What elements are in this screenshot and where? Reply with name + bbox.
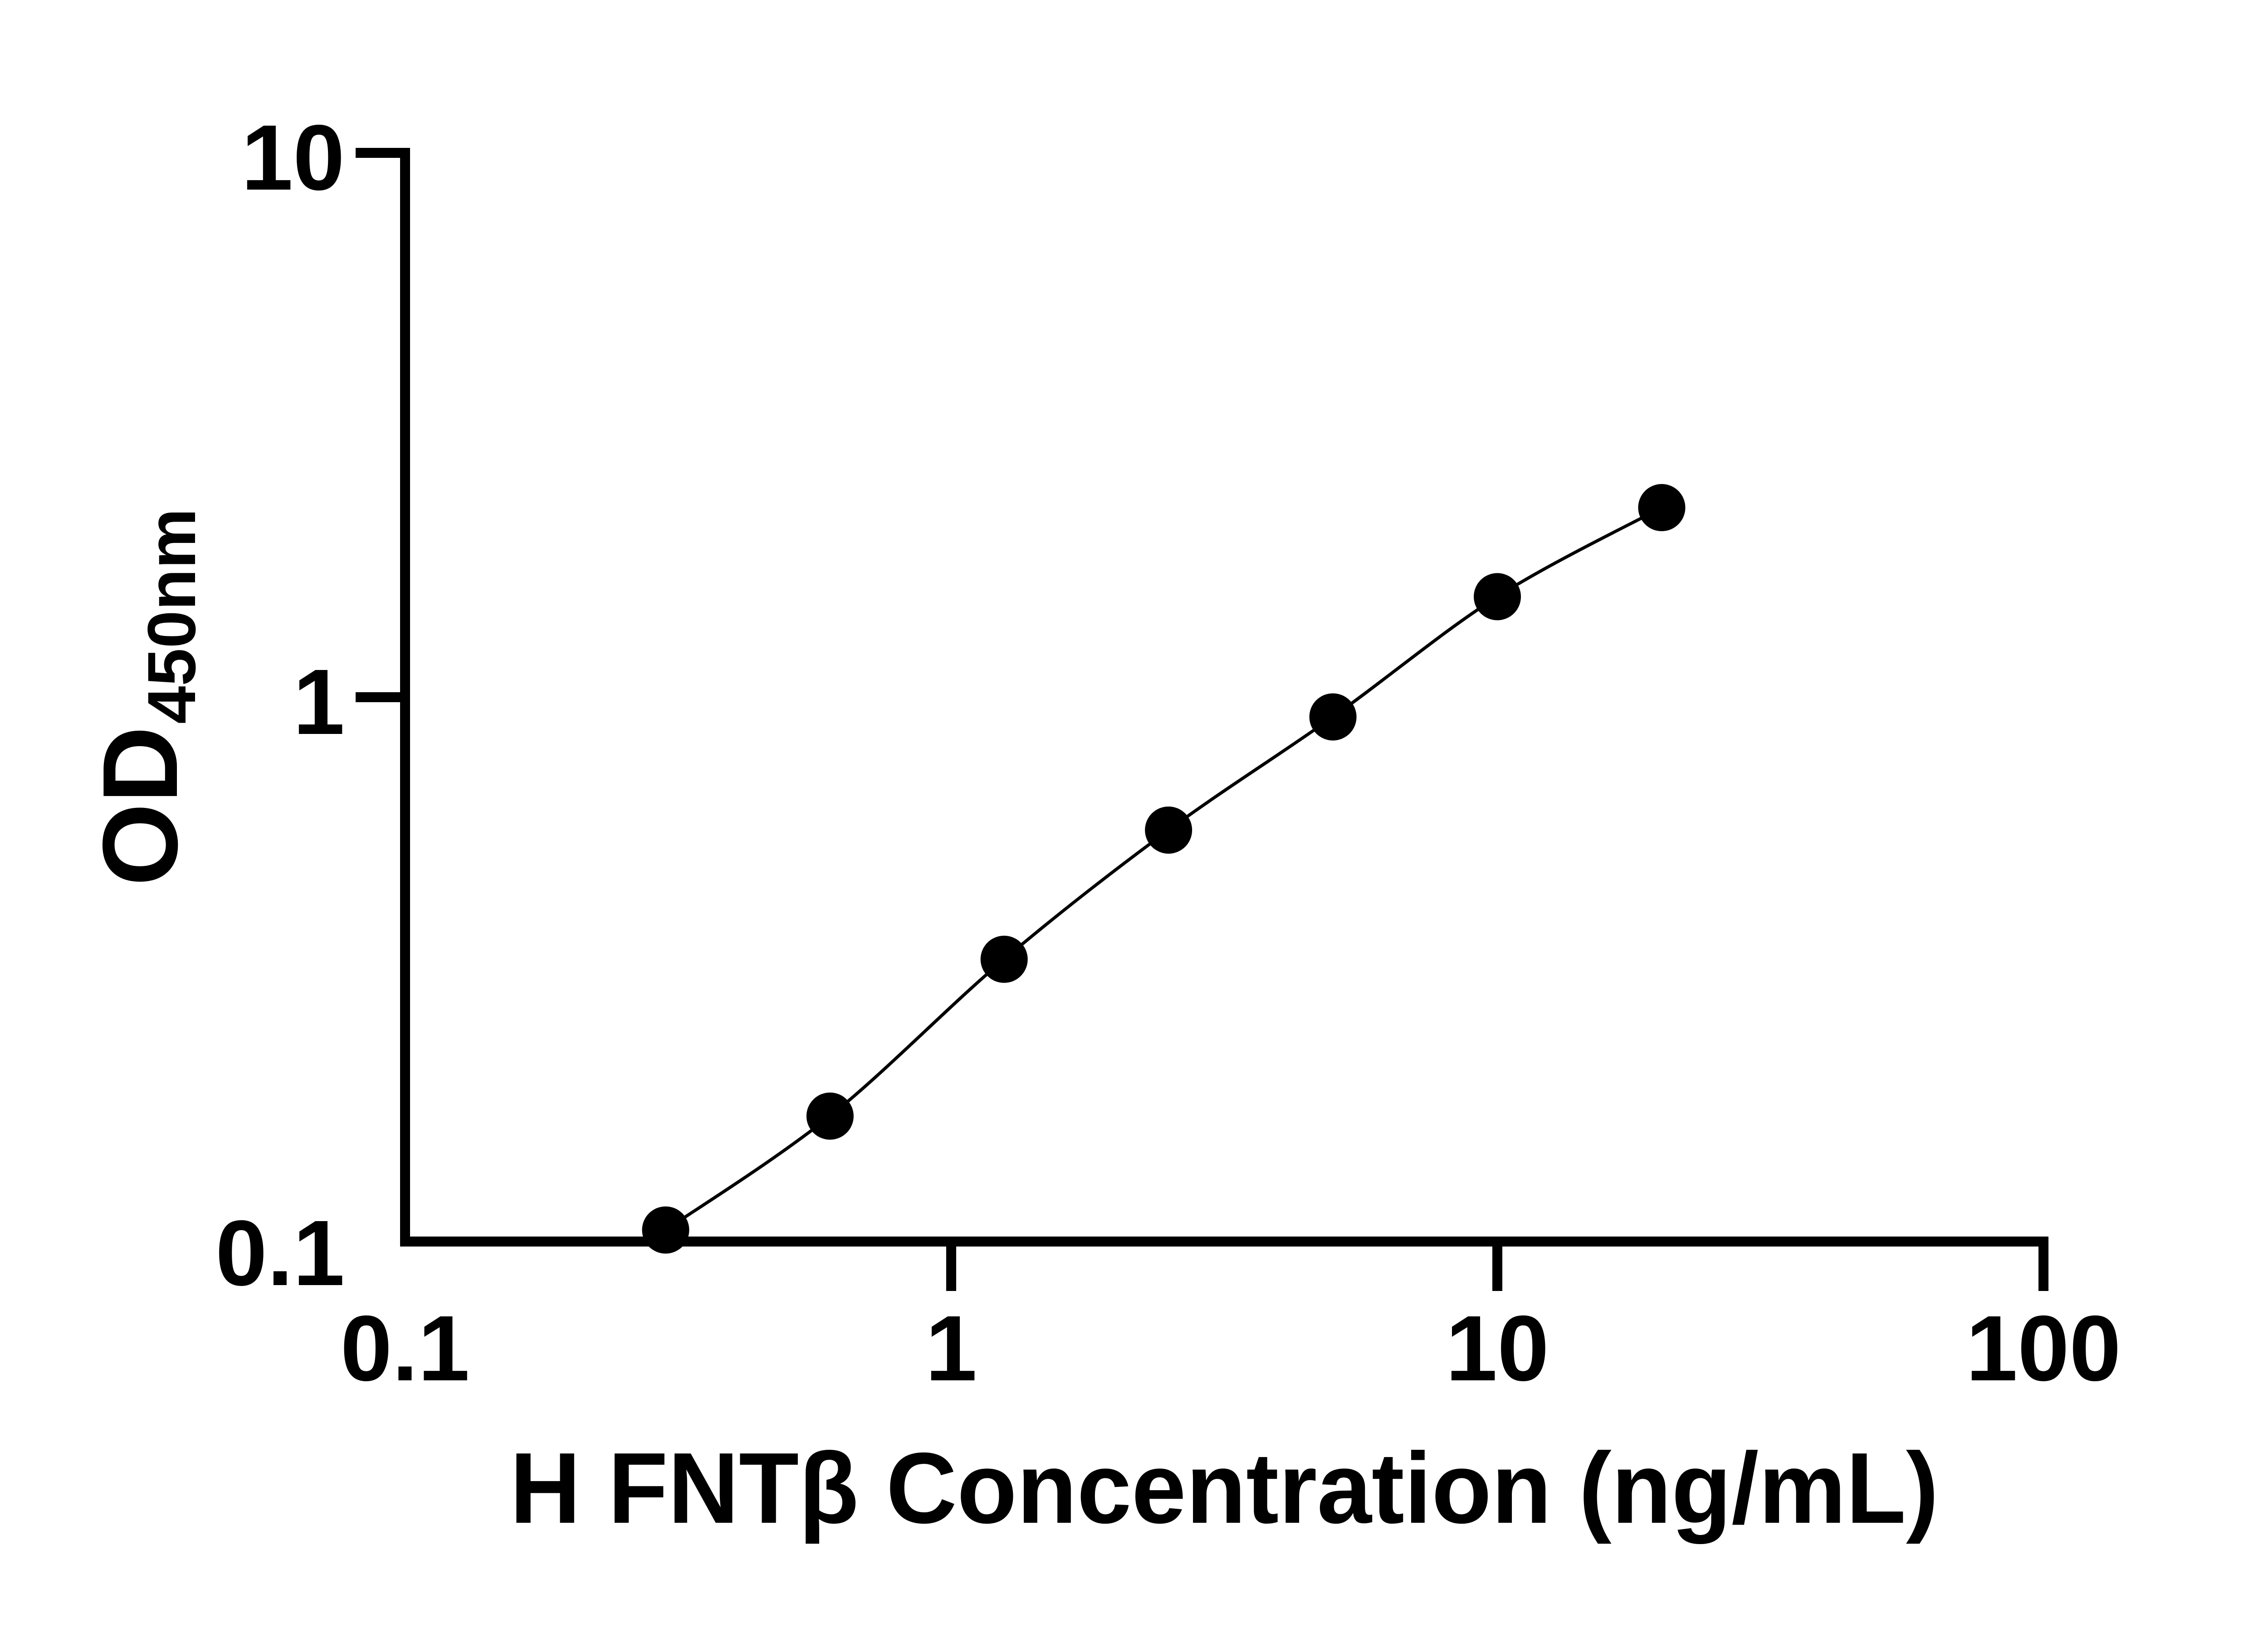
svg-text:H FNTβ Concentration (ng/mL): H FNTβ Concentration (ng/mL) xyxy=(510,1432,1939,1545)
svg-text:0.1: 0.1 xyxy=(341,1296,470,1400)
svg-text:0.1: 0.1 xyxy=(215,1201,345,1305)
svg-text:10: 10 xyxy=(1446,1296,1549,1400)
svg-text:10: 10 xyxy=(241,106,345,210)
svg-text:1: 1 xyxy=(925,1296,977,1400)
svg-text:100: 100 xyxy=(1966,1296,2121,1400)
svg-text:1: 1 xyxy=(293,650,345,754)
